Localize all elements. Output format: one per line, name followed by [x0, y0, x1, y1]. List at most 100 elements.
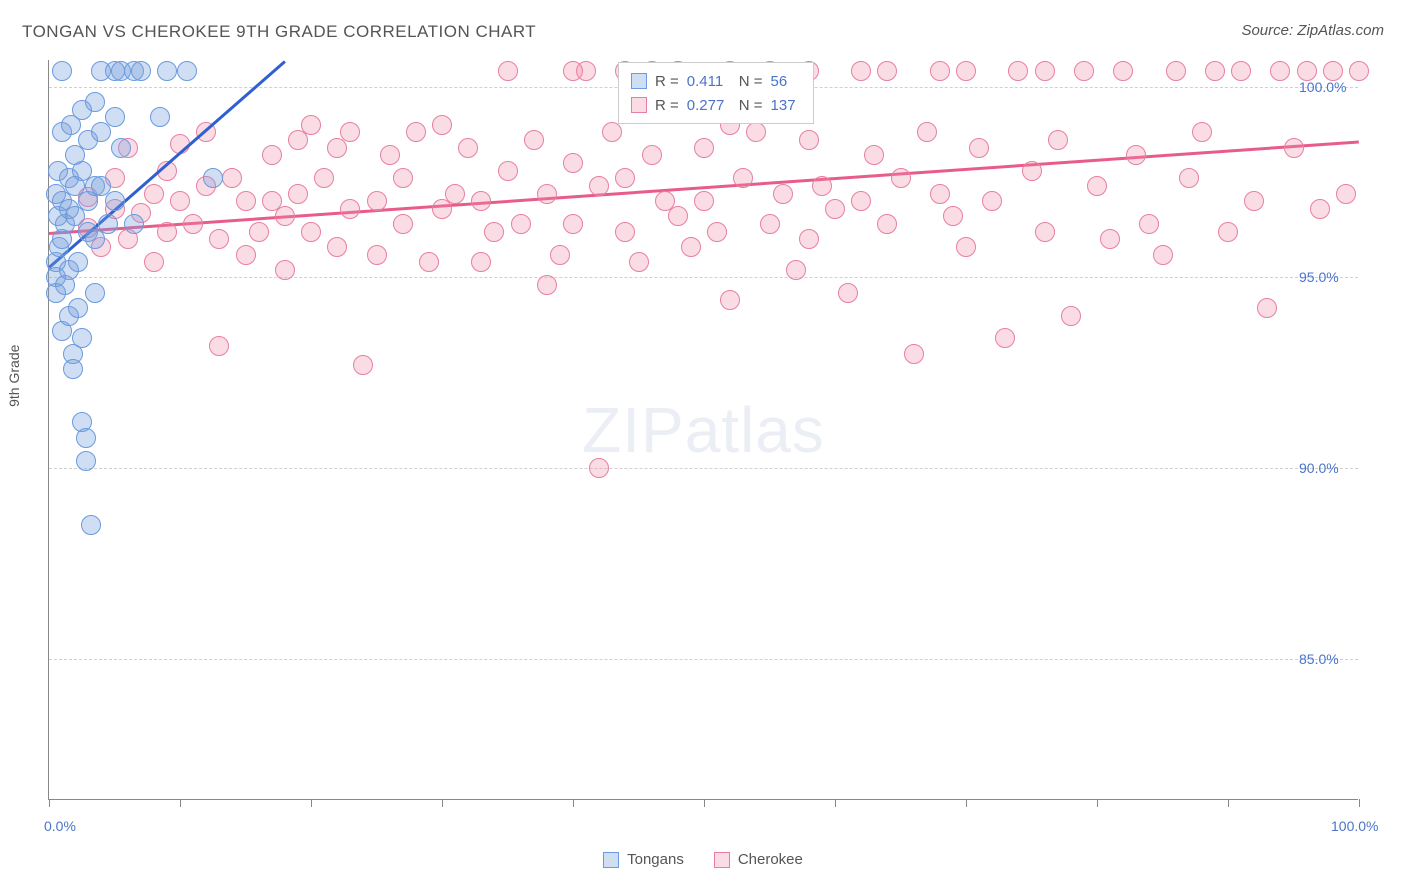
marker-cherokee — [982, 191, 1002, 211]
marker-cherokee — [262, 145, 282, 165]
marker-cherokee — [851, 191, 871, 211]
marker-tongans — [157, 61, 177, 81]
marker-cherokee — [1022, 161, 1042, 181]
marker-cherokee — [1310, 199, 1330, 219]
y-tick-label: 90.0% — [1299, 460, 1339, 476]
marker-cherokee — [786, 260, 806, 280]
marker-cherokee — [301, 222, 321, 242]
marker-cherokee — [877, 61, 897, 81]
marker-cherokee — [760, 214, 780, 234]
marker-cherokee — [1166, 61, 1186, 81]
x-tick-label: 0.0% — [44, 818, 76, 834]
marker-cherokee — [275, 206, 295, 226]
marker-cherokee — [615, 168, 635, 188]
marker-cherokee — [930, 184, 950, 204]
marker-cherokee — [1336, 184, 1356, 204]
marker-cherokee — [340, 122, 360, 142]
marker-cherokee — [825, 199, 845, 219]
x-tick — [704, 799, 705, 807]
legend-swatch — [603, 852, 619, 868]
marker-cherokee — [209, 229, 229, 249]
marker-cherokee — [144, 252, 164, 272]
marker-cherokee — [432, 115, 452, 135]
marker-tongans — [85, 92, 105, 112]
marker-tongans — [76, 428, 96, 448]
x-tick — [311, 799, 312, 807]
chart-title: TONGAN VS CHEROKEE 9TH GRADE CORRELATION… — [22, 22, 536, 42]
marker-cherokee — [498, 61, 518, 81]
marker-cherokee — [367, 191, 387, 211]
marker-cherokee — [327, 237, 347, 257]
marker-tongans — [63, 359, 83, 379]
marker-cherokee — [877, 214, 897, 234]
marker-cherokee — [367, 245, 387, 265]
marker-cherokee — [170, 191, 190, 211]
marker-cherokee — [956, 61, 976, 81]
marker-cherokee — [1061, 306, 1081, 326]
marker-cherokee — [1349, 61, 1369, 81]
marker-cherokee — [1153, 245, 1173, 265]
marker-cherokee — [943, 206, 963, 226]
marker-cherokee — [681, 237, 701, 257]
marker-cherokee — [537, 184, 557, 204]
series-legend: Tongans Cherokee — [0, 851, 1406, 868]
marker-cherokee — [406, 122, 426, 142]
x-tick — [1097, 799, 1098, 807]
y-axis-title: 9th Grade — [6, 345, 22, 407]
y-tick-label: 85.0% — [1299, 651, 1339, 667]
marker-cherokee — [1126, 145, 1146, 165]
marker-cherokee — [917, 122, 937, 142]
marker-cherokee — [589, 176, 609, 196]
marker-cherokee — [864, 145, 884, 165]
marker-cherokee — [498, 161, 518, 181]
marker-tongans — [98, 214, 118, 234]
marker-cherokee — [183, 214, 203, 234]
marker-tongans — [203, 168, 223, 188]
marker-cherokee — [1113, 61, 1133, 81]
marker-tongans — [150, 107, 170, 127]
marker-cherokee — [995, 328, 1015, 348]
marker-tongans — [72, 328, 92, 348]
legend-label: Tongans — [627, 851, 684, 868]
stats-legend: R =0.411N =56R =0.277N =137 — [618, 62, 814, 124]
marker-cherokee — [746, 122, 766, 142]
scatter-plot: ZIPatlas 85.0%90.0%95.0%100.0%0.0%100.0% — [48, 60, 1358, 800]
marker-cherokee — [249, 222, 269, 242]
marker-cherokee — [629, 252, 649, 272]
marker-cherokee — [445, 184, 465, 204]
marker-cherokee — [222, 168, 242, 188]
marker-cherokee — [851, 61, 871, 81]
marker-cherokee — [733, 168, 753, 188]
marker-cherokee — [1008, 61, 1028, 81]
marker-cherokee — [1257, 298, 1277, 318]
marker-cherokee — [642, 145, 662, 165]
marker-tongans — [105, 107, 125, 127]
marker-cherokee — [956, 237, 976, 257]
marker-cherokee — [1100, 229, 1120, 249]
marker-tongans — [124, 214, 144, 234]
legend-item: Cherokee — [714, 851, 803, 868]
marker-cherokee — [144, 184, 164, 204]
marker-cherokee — [524, 130, 544, 150]
marker-cherokee — [1192, 122, 1212, 142]
marker-cherokee — [314, 168, 334, 188]
marker-tongans — [131, 61, 151, 81]
watermark: ZIPatlas — [582, 393, 825, 467]
y-tick-label: 95.0% — [1299, 269, 1339, 285]
marker-cherokee — [236, 191, 256, 211]
marker-cherokee — [419, 252, 439, 272]
legend-item: Tongans — [603, 851, 684, 868]
x-tick — [573, 799, 574, 807]
marker-cherokee — [720, 290, 740, 310]
marker-tongans — [81, 515, 101, 535]
marker-cherokee — [471, 191, 491, 211]
marker-cherokee — [1231, 61, 1251, 81]
marker-cherokee — [1244, 191, 1264, 211]
marker-cherokee — [209, 336, 229, 356]
x-tick — [966, 799, 967, 807]
legend-swatch — [631, 97, 647, 113]
x-tick — [1228, 799, 1229, 807]
stats-legend-row: R =0.411N =56 — [631, 69, 801, 93]
gridline — [49, 277, 1358, 278]
marker-tongans — [85, 283, 105, 303]
